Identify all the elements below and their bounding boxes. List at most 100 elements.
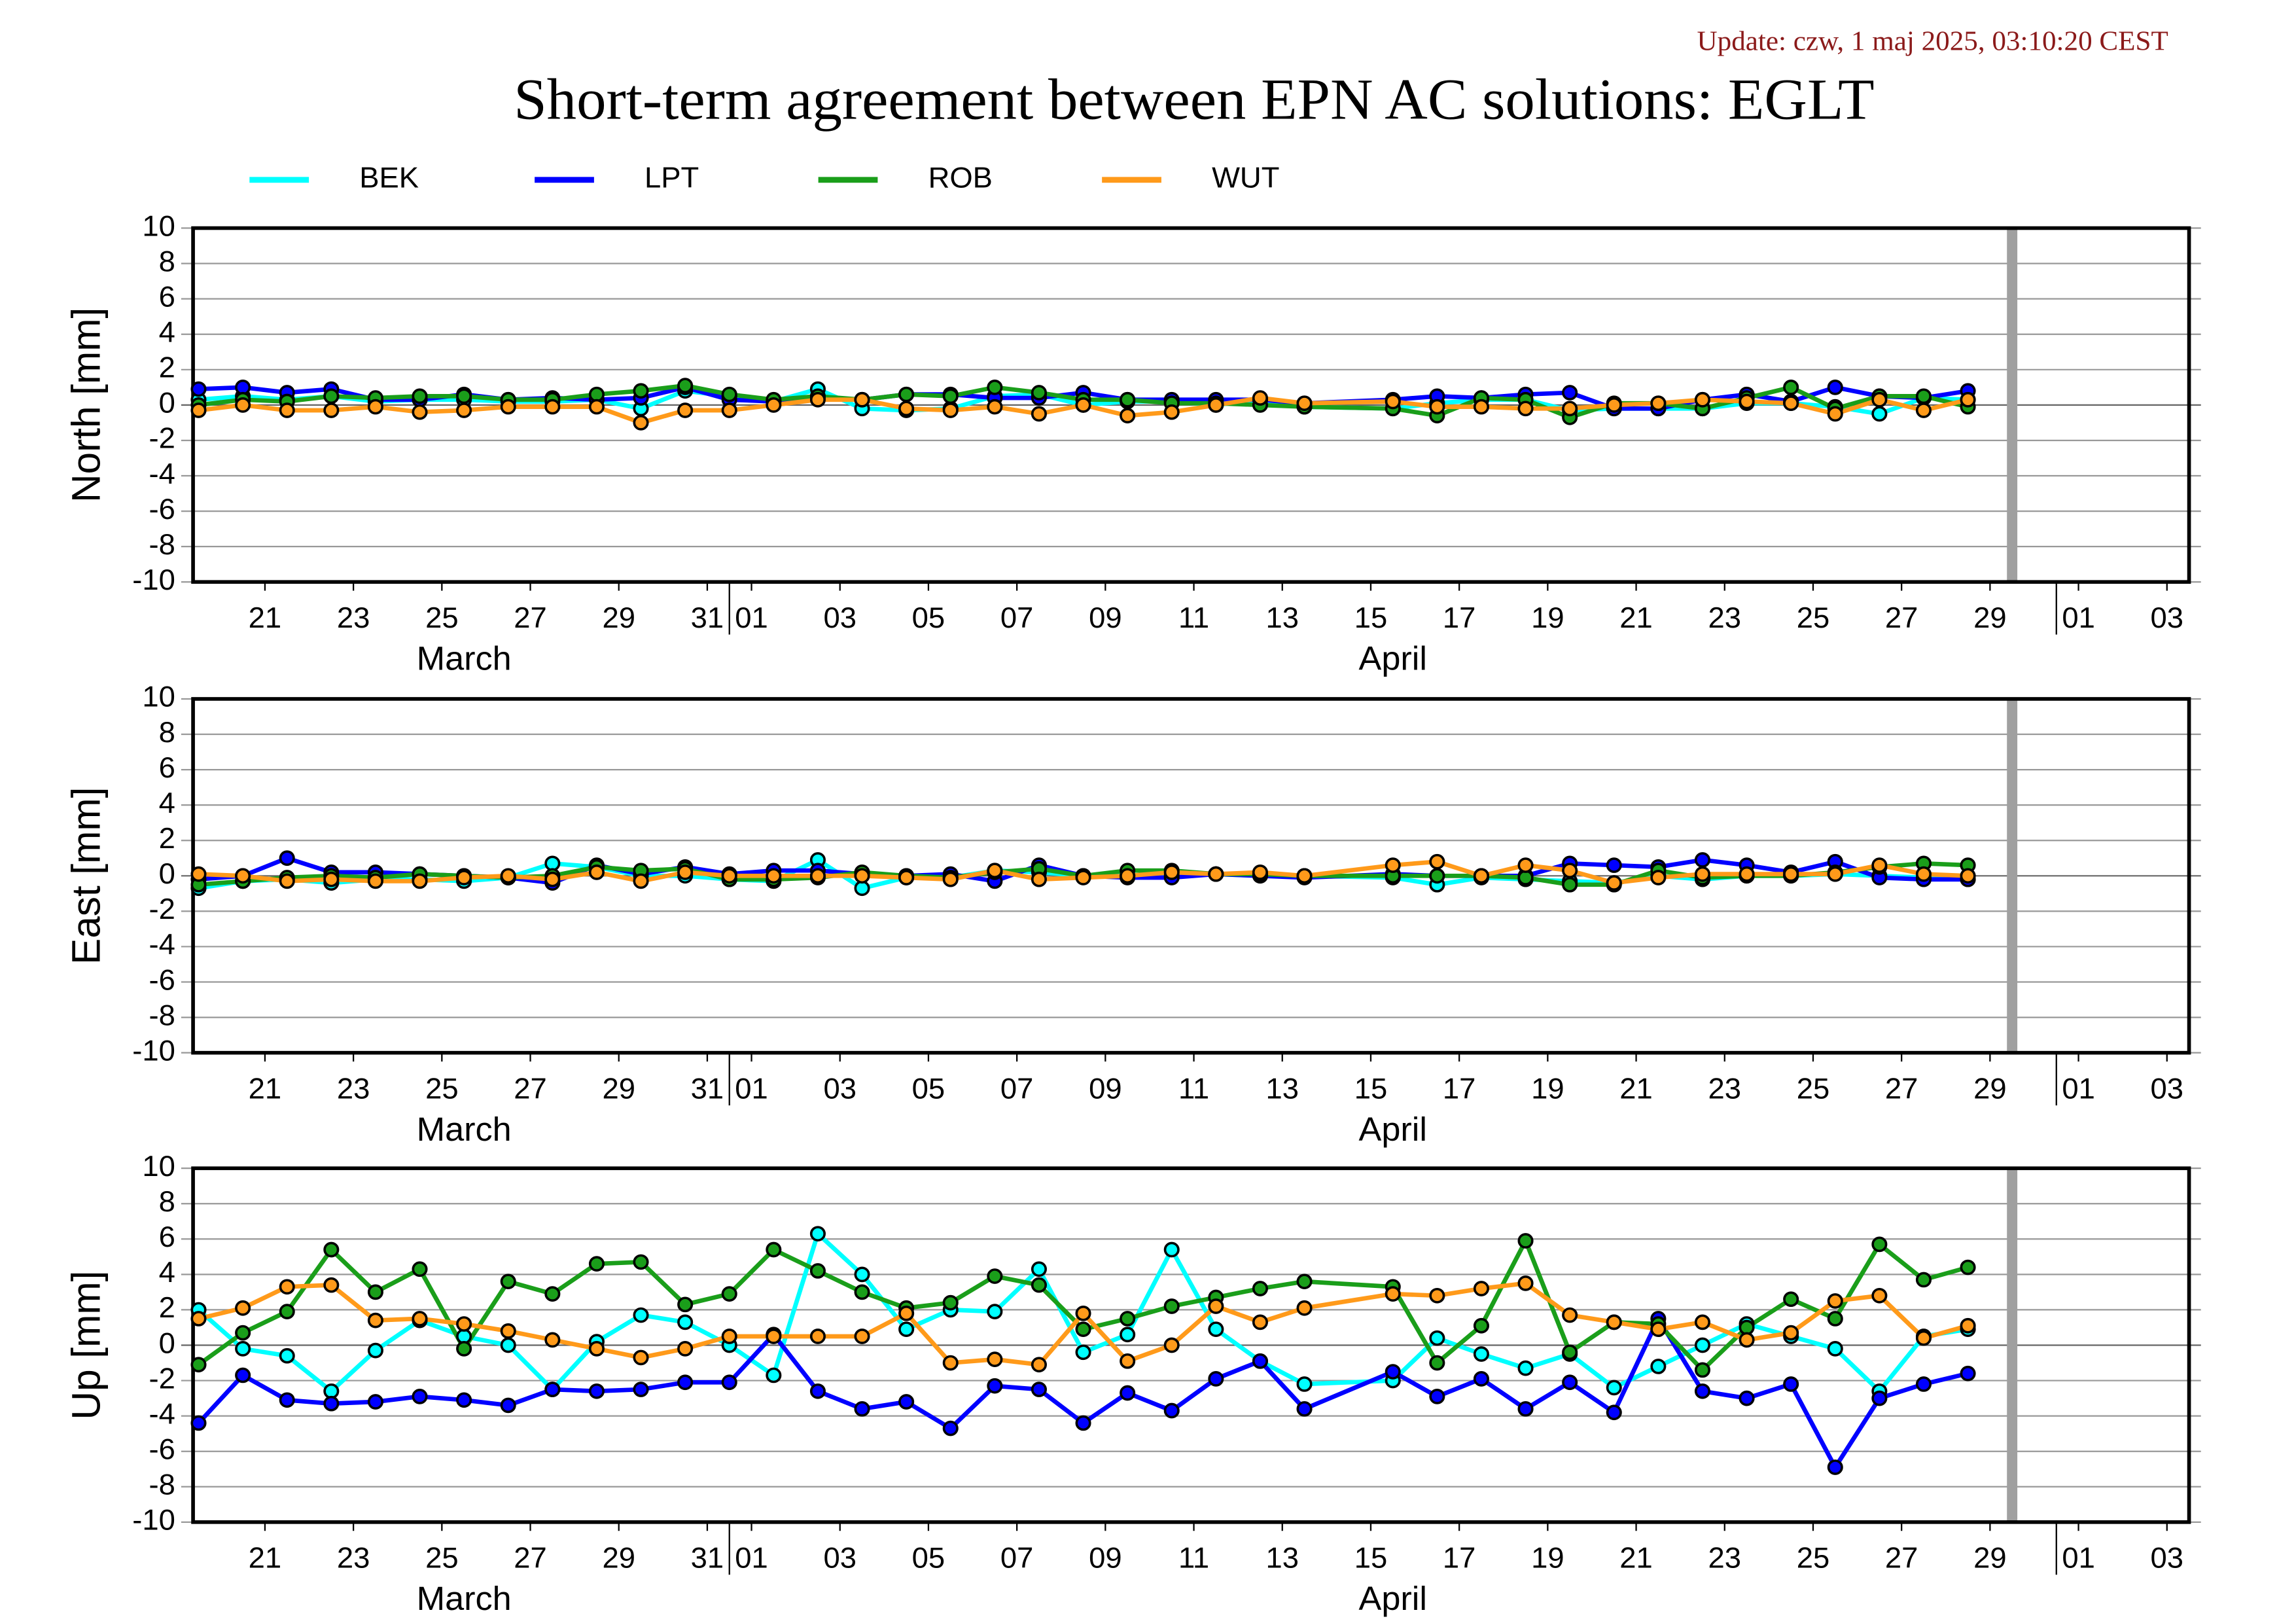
- data-point: [412, 873, 428, 889]
- data-point: [323, 388, 340, 404]
- y-axis-label: Up [mm]: [63, 1271, 109, 1420]
- data-point: [588, 386, 605, 402]
- data-point: [1163, 1241, 1180, 1258]
- data-point: [1296, 1274, 1313, 1290]
- data-point: [588, 1383, 605, 1399]
- x-tick-label: 19: [1531, 601, 1564, 634]
- y-tick-label: -8: [149, 999, 175, 1032]
- y-tick-label: 10: [142, 209, 175, 243]
- data-point: [898, 1321, 915, 1338]
- x-tick-label: 23: [337, 1541, 370, 1575]
- data-point: [500, 1274, 516, 1290]
- data-point: [633, 1349, 649, 1366]
- data-point: [1783, 1291, 1799, 1308]
- data-point: [721, 1329, 737, 1344]
- x-tick-label: 13: [1266, 1072, 1299, 1105]
- data-point: [1385, 857, 1401, 873]
- x-tick-label: 29: [602, 601, 635, 634]
- x-tick-label: 07: [1000, 1072, 1033, 1105]
- data-point: [412, 404, 428, 420]
- x-tick-label: 01: [735, 1541, 768, 1575]
- data-point: [1871, 406, 1888, 422]
- data-point: [1429, 399, 1445, 415]
- y-tick-label: 8: [159, 245, 175, 278]
- data-point: [1296, 1376, 1313, 1392]
- data-point: [1915, 402, 1932, 418]
- data-point: [235, 868, 251, 884]
- x-tick-label: 27: [514, 1541, 546, 1575]
- data-point: [544, 1332, 561, 1348]
- data-point: [721, 868, 737, 884]
- series-line: [198, 386, 1968, 416]
- y-tick-label: 0: [159, 1327, 175, 1360]
- y-tick-label: -2: [149, 892, 175, 925]
- data-point: [721, 1374, 737, 1391]
- series-line: [197, 1235, 1969, 1374]
- data-point: [1606, 1404, 1622, 1421]
- x-tick-label: 07: [1000, 1541, 1033, 1575]
- x-tick-label: 25: [425, 601, 458, 634]
- data-point: [1031, 871, 1047, 887]
- data-point: [235, 380, 251, 395]
- data-point: [1960, 1365, 1976, 1382]
- data-point: [942, 1355, 959, 1371]
- data-point: [1650, 395, 1667, 412]
- x-tick-label: 23: [1708, 1072, 1741, 1105]
- data-point: [854, 880, 870, 897]
- data-point: [1871, 391, 1888, 408]
- data-point: [1827, 1311, 1843, 1327]
- data-point: [677, 865, 694, 880]
- y-tick-label: -6: [149, 1433, 175, 1466]
- data-point: [809, 1263, 826, 1279]
- data-point: [367, 1312, 383, 1329]
- y-tick-label: -10: [132, 563, 175, 596]
- data-point: [766, 868, 782, 884]
- y-tick-label: 2: [159, 1291, 175, 1325]
- x-tick-label: 03: [823, 1072, 856, 1105]
- data-point: [854, 1329, 870, 1344]
- data-point: [987, 399, 1003, 415]
- data-point: [766, 397, 782, 413]
- data-point: [854, 1400, 870, 1417]
- data-point: [1783, 395, 1799, 412]
- x-tick-label: 21: [1619, 1072, 1652, 1105]
- data-point: [1562, 876, 1578, 893]
- data-point: [854, 1284, 870, 1300]
- data-point: [544, 1382, 561, 1397]
- y-axis-label: North [mm]: [63, 308, 109, 503]
- x-tick-label: 19: [1531, 1541, 1564, 1575]
- data-point: [1031, 1277, 1047, 1293]
- x-tick-label: 15: [1354, 1541, 1387, 1575]
- data-point: [1694, 866, 1710, 882]
- x-tick-label: 19: [1531, 1072, 1564, 1105]
- data-point: [412, 1311, 428, 1327]
- data-point: [544, 399, 561, 415]
- data-point: [1915, 1330, 1932, 1346]
- x-tick-label: 17: [1443, 1541, 1475, 1575]
- data-point: [854, 391, 870, 408]
- data-point: [190, 1357, 207, 1373]
- data-point: [633, 1307, 649, 1323]
- x-tick-label: 03: [823, 1541, 856, 1575]
- data-point: [1562, 401, 1578, 417]
- data-point: [1120, 391, 1136, 408]
- data-point: [1783, 1376, 1799, 1392]
- data-point: [1827, 1341, 1843, 1357]
- data-point: [279, 1347, 295, 1364]
- update-time: Update: czw, 1 maj 2025, 03:10:20 CEST: [1697, 26, 2168, 57]
- series-line: [198, 395, 1969, 425]
- data-point: [500, 1323, 516, 1339]
- x-tick-label: 11: [1178, 1541, 1209, 1575]
- x-tick-label: 27: [1885, 1541, 1918, 1575]
- data-point: [1163, 1298, 1180, 1314]
- data-point: [1960, 868, 1976, 884]
- data-point: [721, 1286, 737, 1302]
- y-tick-label: 4: [159, 1255, 175, 1289]
- data-point: [766, 1241, 782, 1258]
- data-point: [1429, 853, 1445, 870]
- data-point: [633, 415, 649, 431]
- data-point: [1031, 1357, 1047, 1373]
- data-point: [1827, 1459, 1843, 1475]
- data-point: [898, 1394, 915, 1410]
- data-point: [721, 386, 737, 402]
